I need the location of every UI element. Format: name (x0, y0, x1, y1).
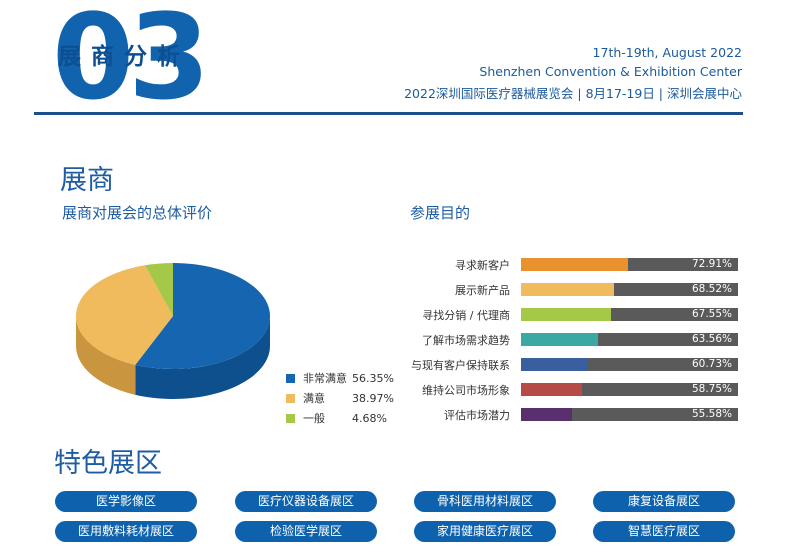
bar-label: 评估市场潜力 (444, 409, 510, 422)
bar-value-label: 58.75% (691, 383, 732, 395)
zone-pill: 医疗仪器设备展区 (235, 491, 377, 512)
bar-track: 67.55% (521, 308, 738, 321)
section-title: 展商分析 (58, 44, 190, 70)
zone-pill: 医学影像区 (55, 491, 197, 512)
pie-slice-side (135, 316, 270, 399)
legend-label: 满意 (303, 392, 325, 405)
bar-track: 68.52% (521, 283, 738, 296)
header-divider (34, 112, 743, 115)
bar (521, 383, 582, 396)
legend-value: 56.35% (352, 371, 394, 385)
section-number-graphic: 03 (52, 0, 210, 108)
bar (521, 308, 611, 321)
zone-pill: 检验医学展区 (235, 521, 377, 542)
legend-value: 4.68% (352, 411, 387, 425)
bar-value-label: 68.52% (691, 283, 732, 295)
bar-track: 58.75% (521, 383, 738, 396)
bar-track: 60.73% (521, 358, 738, 371)
bar-label: 与现有客户保持联系 (411, 359, 510, 372)
legend-item-very-satisfied: 非常满意 56.35% (286, 370, 394, 386)
pie-slice (144, 263, 173, 316)
bar-value-label: 55.58% (691, 408, 732, 420)
bar (521, 258, 628, 271)
bar-track: 55.58% (521, 408, 738, 421)
event-date: 17th-19th, August 2022 (592, 45, 742, 60)
bar-track: 72.91% (521, 258, 738, 271)
zone-pill: 康复设备展区 (593, 491, 735, 512)
page-title: 展商 (60, 165, 114, 196)
bar-value-label: 67.55% (691, 308, 732, 320)
legend-value: 38.97% (352, 391, 394, 405)
bar-value-label: 63.56% (691, 333, 732, 345)
legend-swatch (286, 373, 295, 383)
bar-track: 63.56% (521, 333, 738, 346)
legend-label: 非常满意 (303, 372, 347, 385)
legend-item-average: 一般 4.68% (286, 410, 387, 426)
zone-pill: 医用敷料耗材展区 (55, 521, 197, 542)
bar-value-label: 72.91% (691, 258, 732, 270)
bar-label: 了解市场需求趋势 (422, 334, 510, 347)
satisfaction-title: 展商对展会的总体评价 (62, 204, 213, 222)
legend-swatch (286, 413, 295, 423)
legend-item-satisfied: 满意 38.97% (286, 390, 394, 406)
bar-label: 维持公司市场形象 (422, 384, 510, 397)
event-venue: Shenzhen Convention & Exhibition Center (479, 64, 742, 79)
bar-label: 寻求新客户 (455, 259, 510, 272)
zones-title: 特色展区 (54, 448, 162, 479)
zone-pill: 家用健康医疗展区 (414, 521, 556, 542)
bar-label: 寻找分销 / 代理商 (422, 309, 510, 322)
bar (521, 283, 614, 296)
zone-pill: 智慧医疗展区 (593, 521, 735, 542)
bar (521, 408, 572, 421)
zone-pill: 骨科医用材料展区 (414, 491, 556, 512)
purpose-title: 参展目的 (410, 204, 471, 222)
bar (521, 333, 598, 346)
legend-label: 一般 (303, 412, 325, 425)
pie-slice (135, 263, 270, 369)
bar-label: 展示新产品 (455, 284, 510, 297)
pie-slice (75, 265, 173, 365)
section-number: 03 (52, 0, 204, 108)
legend-swatch (286, 393, 295, 403)
satisfaction-pie-chart (75, 263, 270, 399)
event-name: 2022深圳国际医疗器械展览会 | 8月17-19日 | 深圳会展中心 (404, 86, 742, 101)
pie-slice-side (76, 316, 136, 395)
bar (521, 358, 588, 371)
bar-value-label: 60.73% (691, 358, 732, 370)
